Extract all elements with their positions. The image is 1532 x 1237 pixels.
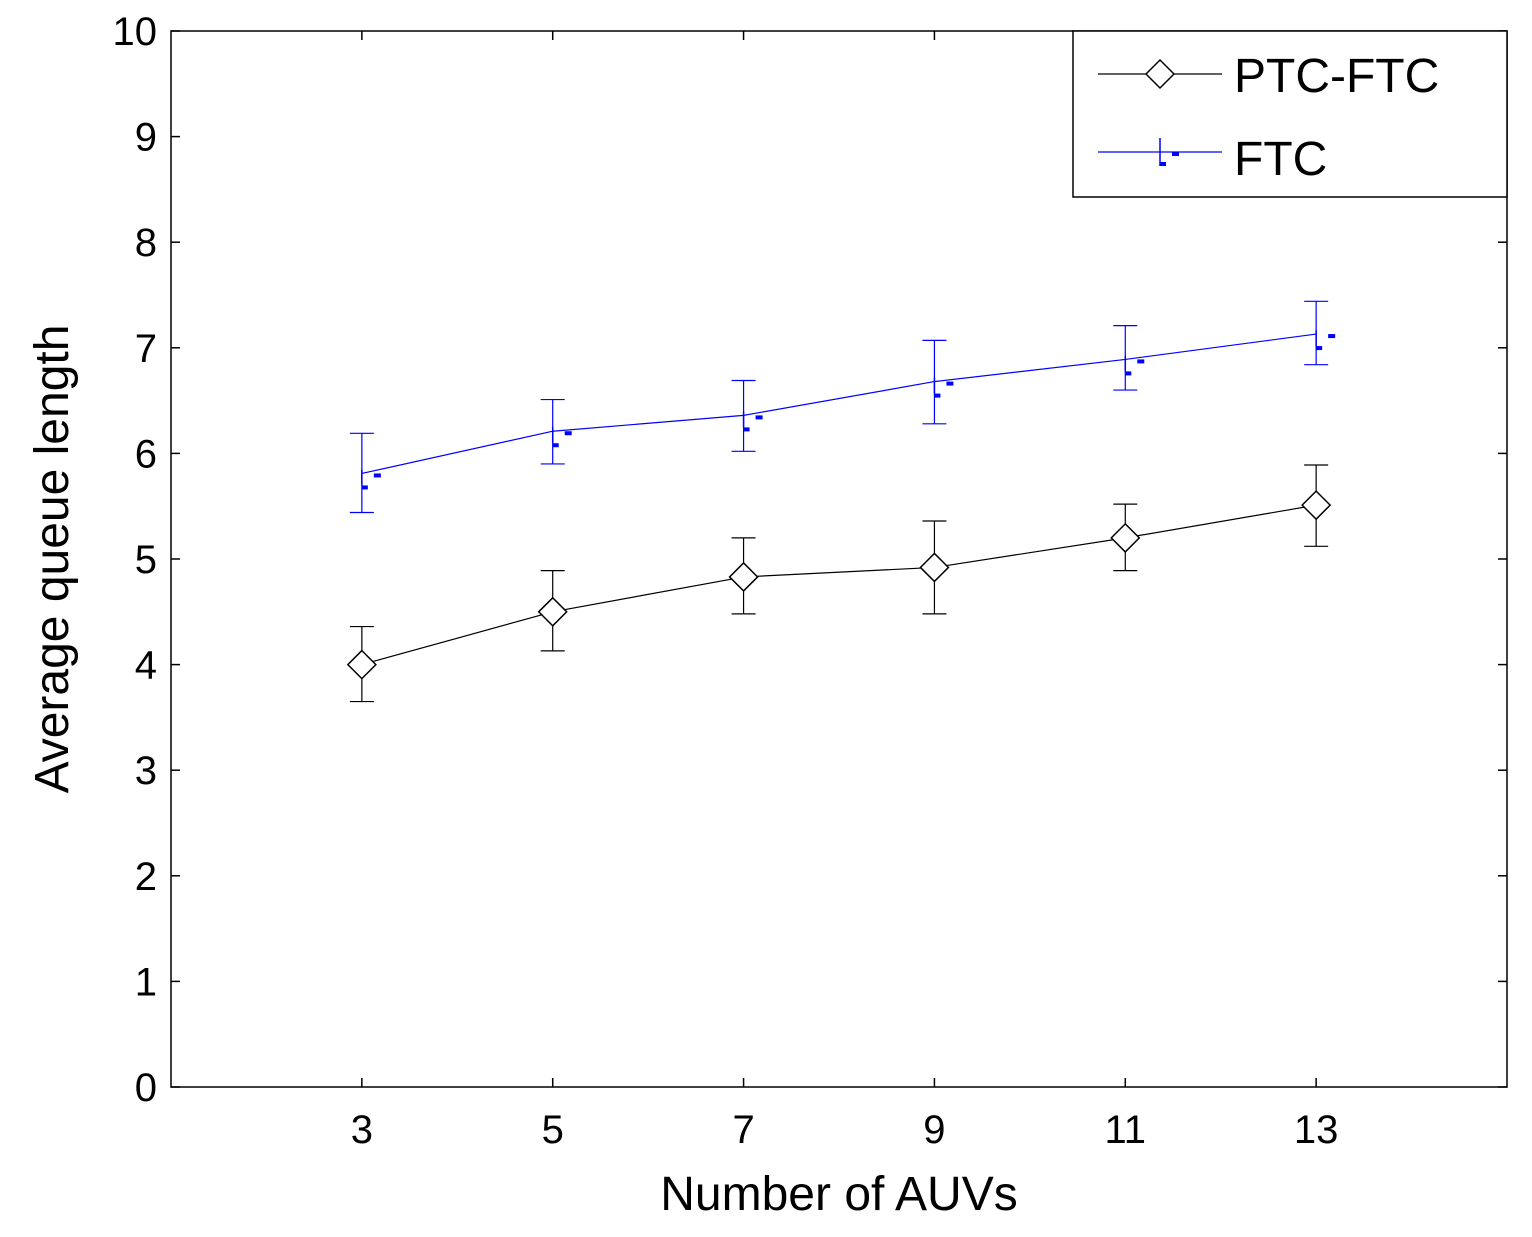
- series-ftc: [349, 300, 1336, 514]
- series-ptc-ftc: [346, 464, 1332, 703]
- legend-label-ptc-ftc: PTC-FTC: [1234, 50, 1439, 103]
- data-point: [551, 427, 572, 448]
- ticks-layer: 0 1 2 3 4 5 6 7 8 9 10 3 5 7 9 11 13: [113, 10, 1507, 1152]
- data-point: [728, 561, 759, 593]
- y-tick-label: 8: [135, 221, 157, 265]
- data-point: [1301, 490, 1332, 521]
- y-tick-label: 7: [135, 327, 157, 371]
- y-tick-label: 9: [135, 116, 157, 160]
- data-point-dot: [1316, 346, 1323, 351]
- data-point-dot: [552, 443, 559, 448]
- data-point: [933, 377, 954, 398]
- y-tick-label: 0: [135, 1066, 157, 1110]
- data-point: [1110, 522, 1141, 553]
- legend: PTC-FTC FTC: [1072, 30, 1508, 198]
- data-point-dot: [1125, 371, 1132, 376]
- data-point-dot: [373, 473, 381, 478]
- data-point-dot: [564, 431, 572, 436]
- data-point: [919, 552, 950, 583]
- y-tick-label: 2: [135, 855, 157, 899]
- x-tick-label: 11: [1105, 1108, 1147, 1152]
- data-point-dot: [743, 427, 750, 432]
- x-tick-label: 5: [542, 1108, 564, 1152]
- x-tick-label: 9: [923, 1108, 945, 1152]
- data-point: [346, 649, 377, 680]
- data-point-dot: [1328, 334, 1336, 339]
- series-layer: [346, 300, 1336, 703]
- data-point: [537, 596, 568, 627]
- x-tick-label: 13: [1294, 1108, 1339, 1152]
- series-line: [361, 333, 1317, 475]
- y-tick-label: 10: [113, 10, 158, 54]
- data-point: [742, 411, 763, 432]
- legend-marker-ptc-ftc: [1144, 58, 1176, 90]
- data-point-dot: [361, 485, 368, 490]
- x-tick-label: 7: [732, 1108, 754, 1152]
- y-tick-label: 1: [135, 960, 157, 1004]
- data-point-dot: [946, 381, 954, 386]
- y-tick-label: 6: [135, 432, 157, 476]
- y-tick-label: 5: [135, 538, 157, 582]
- data-point-dot: [934, 393, 941, 398]
- data-point: [361, 469, 381, 490]
- y-axis-label: Average queue length: [26, 325, 79, 794]
- data-point-dot: [1137, 359, 1145, 364]
- legend-marker-ftc: [1159, 138, 1179, 166]
- y-tick-label: 4: [135, 644, 157, 688]
- data-point-dot: [755, 415, 763, 420]
- legend-box: [1072, 30, 1508, 198]
- x-axis-label: Number of AUVs: [660, 1168, 1017, 1221]
- series-line: [361, 504, 1317, 666]
- y-tick-label: 3: [135, 749, 157, 793]
- data-point: [1315, 330, 1336, 351]
- x-tick-label: 3: [351, 1108, 373, 1152]
- data-point: [1124, 355, 1145, 376]
- legend-label-ftc: FTC: [1234, 133, 1327, 186]
